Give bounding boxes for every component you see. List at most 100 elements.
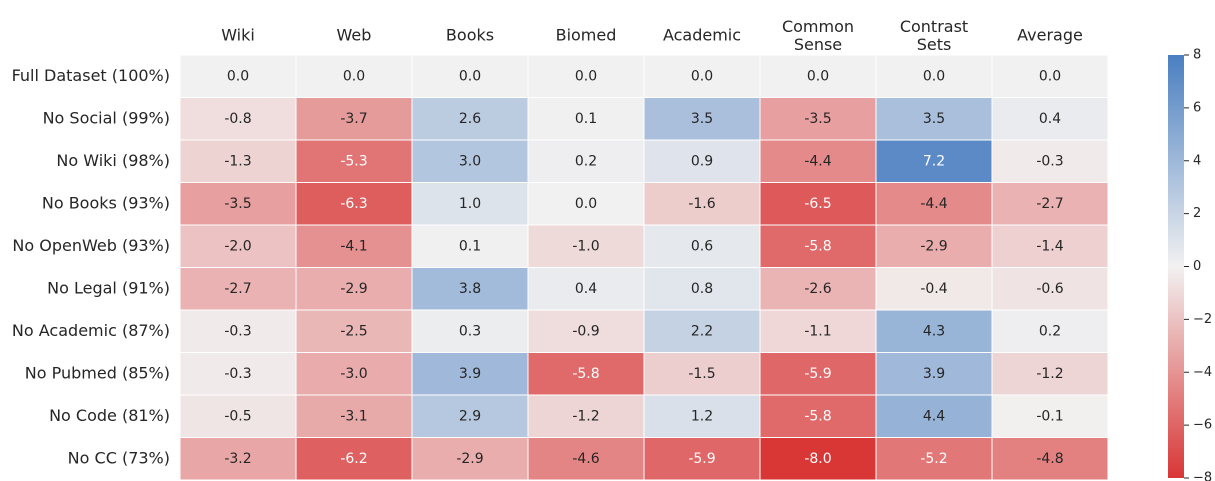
cell <box>643 394 761 438</box>
cell-label: 0.0 <box>343 68 365 84</box>
cell-label: -2.0 <box>224 238 251 254</box>
cell-label: 0.0 <box>691 68 713 84</box>
cell-label: 0.0 <box>459 68 481 84</box>
cell-label: -4.8 <box>1036 451 1063 467</box>
cell <box>179 182 297 226</box>
cell <box>179 309 297 353</box>
cell-label: -0.8 <box>224 111 251 127</box>
cell <box>759 54 877 98</box>
cell <box>991 97 1109 141</box>
cell-label: -0.5 <box>224 408 251 424</box>
row-label: No Wiki (98%) <box>56 151 170 170</box>
cell-label: 1.2 <box>691 408 713 424</box>
colorbar-tick-label: −4 <box>1193 365 1212 380</box>
colorbar-tick-label: 2 <box>1193 206 1201 221</box>
cell-label: -2.5 <box>340 323 367 339</box>
row-label: No Legal (91%) <box>47 278 170 297</box>
cell <box>759 97 877 141</box>
column-label: Academic <box>663 26 741 45</box>
cell <box>527 437 645 481</box>
cell <box>411 54 529 98</box>
cell-label: -1.1 <box>804 323 831 339</box>
cell <box>643 224 761 268</box>
cell-label: -0.9 <box>572 323 599 339</box>
cell-label: -2.9 <box>340 281 367 297</box>
cell-label: 0.0 <box>923 68 945 84</box>
cell <box>295 394 413 438</box>
column-label: Average <box>1017 26 1083 45</box>
column-label: Web <box>337 26 372 45</box>
colorbar-tick-label: 0 <box>1193 259 1201 274</box>
cell <box>295 309 413 353</box>
cell-label: -0.3 <box>1036 153 1063 169</box>
cell-label: 2.9 <box>459 408 481 424</box>
cell-label: 0.1 <box>459 238 481 254</box>
cell-label: -2.7 <box>224 281 251 297</box>
cell-label: 3.5 <box>691 111 713 127</box>
cell <box>411 182 529 226</box>
cell <box>643 437 761 481</box>
cell-label: 3.9 <box>459 366 481 382</box>
cell-label: -4.4 <box>920 196 947 212</box>
cell-label: -2.9 <box>920 238 947 254</box>
cell <box>527 139 645 183</box>
cell <box>411 352 529 396</box>
colorbar <box>1168 55 1184 478</box>
cell <box>295 267 413 311</box>
row-label: No CC (73%) <box>68 448 170 467</box>
cell <box>991 394 1109 438</box>
cell <box>875 267 993 311</box>
colorbar-tick-label: 4 <box>1193 153 1201 168</box>
cell-label: 0.2 <box>1039 323 1061 339</box>
row-label: No OpenWeb (93%) <box>12 236 170 255</box>
cell-label: -1.4 <box>1036 238 1063 254</box>
cell-label: -0.6 <box>1036 281 1063 297</box>
cell-label: -3.7 <box>340 111 367 127</box>
cell <box>295 54 413 98</box>
colorbar-tick-label: 8 <box>1193 48 1201 63</box>
cell <box>991 437 1109 481</box>
cell <box>411 437 529 481</box>
cell-label: 0.0 <box>807 68 829 84</box>
cell-label: -4.4 <box>804 153 831 169</box>
cell <box>527 54 645 98</box>
cell <box>991 267 1109 311</box>
row-label: No Code (81%) <box>49 406 170 425</box>
cell <box>875 182 993 226</box>
cell-label: 0.2 <box>575 153 597 169</box>
cell-label: 0.1 <box>575 111 597 127</box>
cell-label: 2.2 <box>691 323 713 339</box>
column-label: Biomed <box>556 26 617 45</box>
cell <box>991 352 1109 396</box>
cell-label: -1.2 <box>1036 366 1063 382</box>
colorbar-tick-label: −6 <box>1193 418 1212 433</box>
row-label: No Academic (87%) <box>12 321 170 340</box>
cell-label: 2.6 <box>459 111 481 127</box>
cell-label: -6.5 <box>804 196 831 212</box>
cell-label: -1.2 <box>572 408 599 424</box>
cell-label: -4.1 <box>340 238 367 254</box>
cell-label: 0.9 <box>691 153 713 169</box>
cell <box>991 139 1109 183</box>
cell-label: -0.3 <box>224 323 251 339</box>
cell-label: -1.3 <box>224 153 251 169</box>
cell-label: 0.6 <box>691 238 713 254</box>
cell-label: -1.5 <box>688 366 715 382</box>
cell-label: -4.6 <box>572 451 599 467</box>
cell-label: 0.0 <box>575 68 597 84</box>
colorbar-tick-label: −2 <box>1193 312 1212 327</box>
cell <box>295 97 413 141</box>
cell-label: -3.0 <box>340 366 367 382</box>
cell-label: 0.0 <box>575 196 597 212</box>
cell <box>527 182 645 226</box>
cell-label: 0.4 <box>575 281 597 297</box>
cell <box>643 309 761 353</box>
cell <box>875 437 993 481</box>
cell <box>179 437 297 481</box>
cell <box>875 309 993 353</box>
cell-label: -5.8 <box>804 408 831 424</box>
cell-label: -5.9 <box>688 451 715 467</box>
cell-label: -0.4 <box>920 281 947 297</box>
row-label: No Pubmed (85%) <box>25 363 170 382</box>
